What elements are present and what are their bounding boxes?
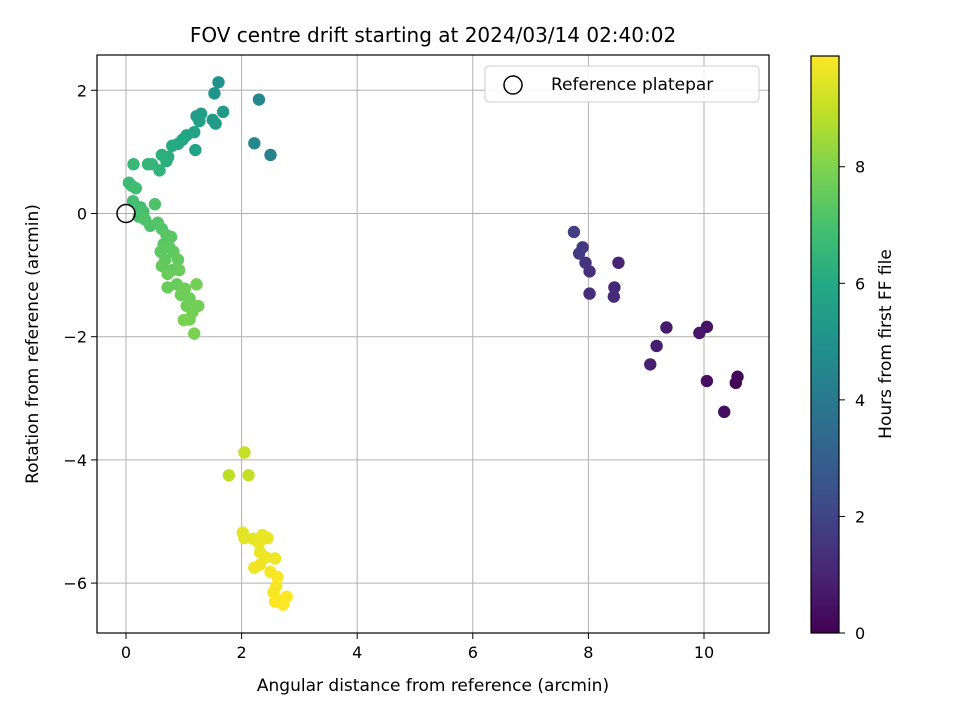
legend-reference-marker [503,75,523,95]
data-point [248,137,261,150]
data-point [212,76,225,89]
legend: Reference platepar [484,65,760,103]
data-point [127,158,140,171]
data-point [264,148,277,162]
x-tick-label: 2 [237,643,247,662]
y-tick-label: 2 [77,81,87,100]
scatter-points [122,76,744,611]
data-point [608,281,621,294]
y-tick-label: −4 [63,451,87,470]
data-point [731,370,744,383]
colorbar-label: Hours from first FF file [876,249,896,439]
data-point [572,247,586,260]
data-point [171,253,185,266]
colorbar-tick-label: 0 [855,624,865,643]
plot-frame [96,54,770,634]
colorbar: 0 2 4 6 8 Hours from first FF file [810,55,896,643]
colorbar-tick-label: 2 [855,507,865,526]
data-point [660,321,673,334]
data-point [583,287,596,300]
data-point [155,148,169,162]
data-point [607,290,621,303]
y-tick-label: 0 [77,205,87,224]
legend-box [484,65,760,103]
x-tick-label: 8 [583,643,593,662]
data-point [222,469,236,482]
data-point [161,267,174,281]
data-point [280,590,293,603]
data-point [129,182,143,195]
data-point [141,158,155,171]
data-point [189,143,202,157]
data-point [252,93,266,106]
data-point [161,281,174,294]
y-axis-label: Rotation from reference (arcmin) [23,204,43,484]
data-point [206,113,219,127]
data-point [268,552,282,565]
legend-reference-label: Reference platepar [551,75,713,95]
data-point [700,374,714,388]
data-point [172,263,186,277]
x-tick-label: 4 [352,643,362,662]
data-point [261,531,274,545]
x-tick-label: 10 [694,643,714,662]
x-axis-label: Angular distance from reference (arcmin) [257,676,609,696]
x-axis: 0 2 4 6 8 10 [121,633,714,662]
colorbar-ticks: 0 2 4 6 8 [839,158,865,643]
x-tick-label: 0 [121,643,131,662]
data-point [177,313,190,327]
data-point [718,405,731,419]
data-point [208,87,221,100]
data-point [242,469,255,482]
colorbar-tick-label: 8 [855,158,865,177]
data-point [216,105,230,119]
data-point [567,225,581,239]
grid-lines [97,55,769,633]
x-tick-label: 6 [468,643,478,662]
data-point [193,114,206,128]
colorbar-tick-label: 6 [855,274,865,293]
data-point [579,256,592,269]
data-point [190,278,203,291]
data-point [248,561,261,574]
data-point [148,198,162,211]
data-point [188,327,201,340]
data-point [166,139,179,152]
data-point [612,256,625,269]
data-point [238,446,251,459]
data-point [693,326,706,340]
y-axis: 2 0 −2 −4 −6 [63,81,97,593]
colorbar-tick-label: 4 [855,391,865,410]
reference-marker [116,203,136,224]
data-point [650,339,663,353]
data-point [271,570,284,584]
chart-title: FOV centre drift starting at 2024/03/14 … [190,23,676,47]
y-tick-label: −6 [63,574,87,593]
data-point [644,358,657,371]
colorbar-gradient [810,55,840,634]
y-tick-label: −2 [63,328,87,347]
